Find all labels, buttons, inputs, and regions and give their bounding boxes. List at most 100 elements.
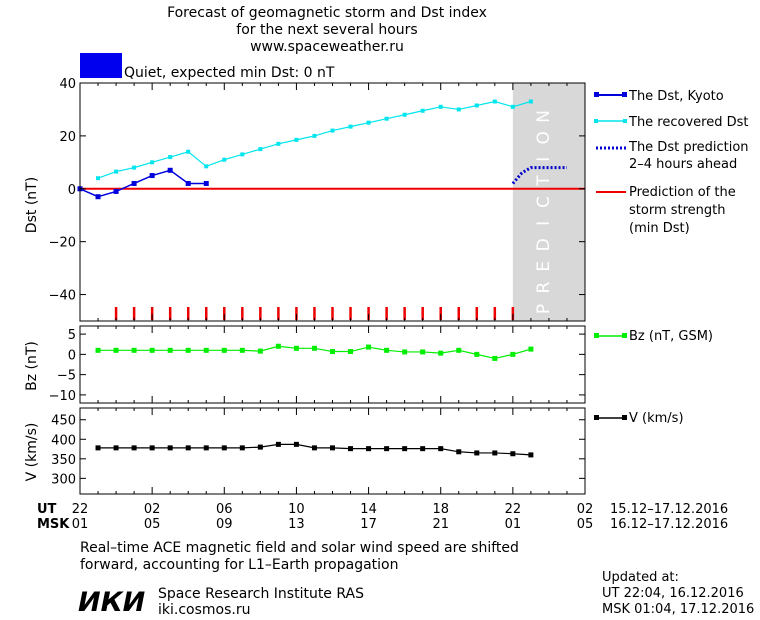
bz-axis-title: Bz (nT) — [24, 341, 40, 391]
v-ytick-label: 450 — [51, 414, 76, 429]
bz-point — [366, 344, 372, 350]
bz-point — [167, 347, 173, 353]
bz-ytick-label: −10 — [49, 389, 76, 404]
status-text: Quiet, expected min Dst: 0 nT — [124, 65, 335, 81]
legend-marker-recovered-1 — [594, 119, 598, 123]
recovered-dst-point — [402, 112, 407, 117]
v-panel-frame — [79, 407, 586, 495]
updated-msk: MSK 01:04, 17.12.2016 — [602, 602, 754, 617]
recovered-dst-point — [168, 155, 173, 160]
recovered-dst-point — [150, 160, 155, 165]
msk-tick-label: 09 — [216, 517, 233, 532]
recovered-dst-point — [420, 108, 425, 113]
ut-row-label: UT — [37, 502, 57, 517]
bz-point — [185, 347, 191, 353]
legend-text-prediction-1: The Dst prediction — [628, 140, 749, 155]
msk-tick-label: 05 — [144, 517, 161, 532]
chart-title-line-3: www.spaceweather.ru — [250, 39, 404, 55]
ut-tick-label: 02 — [577, 502, 594, 517]
v-point — [420, 446, 426, 452]
recovered-dst-point — [438, 104, 443, 109]
dst-kyoto-point — [149, 173, 155, 179]
bz-point — [221, 347, 227, 353]
legend-marker-v-2 — [622, 415, 627, 420]
bz-point — [257, 348, 263, 354]
v-point — [221, 445, 227, 451]
bz-point — [456, 347, 462, 353]
v-point — [528, 452, 534, 458]
recovered-dst-point — [258, 147, 263, 152]
bz-point — [203, 347, 209, 353]
prediction-letter: N — [534, 110, 554, 123]
bz-point — [131, 347, 137, 353]
ut-date-range: 15.12–17.12.2016 — [610, 502, 728, 517]
legend-text-strength-2: storm strength — [629, 203, 726, 218]
v-axis-title: V (km/s) — [24, 423, 40, 482]
v-ytick-label: 350 — [51, 453, 76, 468]
footer-note-line-2: forward, accounting for L1–Earth propaga… — [80, 557, 399, 573]
bz-panel-frame — [79, 325, 586, 404]
msk-tick-label: 01 — [72, 517, 89, 532]
chart-title-line-2: for the next several hours — [236, 22, 417, 38]
bz-point — [474, 351, 480, 357]
bz-point — [330, 349, 335, 355]
recovered-dst-point — [222, 157, 227, 162]
legend-marker-bz-2 — [622, 333, 627, 338]
v-point — [185, 445, 191, 451]
dst-ytick-label: 40 — [59, 77, 76, 92]
recovered-dst-point — [510, 104, 515, 109]
recovered-dst-point — [96, 176, 101, 181]
legend-marker-v-1 — [594, 415, 599, 420]
msk-tick-label: 21 — [432, 517, 449, 532]
legend-text-v: V (km/s) — [629, 411, 684, 426]
dst-kyoto-point — [203, 180, 209, 186]
v-point — [131, 445, 137, 451]
v-point — [366, 446, 372, 452]
time-axis: UT MSK 15.12–17.12.2016 16.12–17.12.2016… — [37, 502, 728, 532]
msk-tick-label: 17 — [360, 517, 377, 532]
ut-tick-label: 06 — [216, 502, 233, 517]
bz-point — [420, 349, 426, 355]
recovered-dst-point — [348, 124, 353, 129]
recovered-dst-point — [528, 99, 533, 104]
v-point — [239, 445, 245, 451]
bz-point — [348, 349, 354, 355]
legend-marker-bz-1 — [594, 333, 599, 338]
v-point — [95, 445, 101, 451]
v-point — [402, 446, 408, 452]
dst-ytick-label: 20 — [59, 130, 76, 145]
bz-point — [311, 345, 317, 351]
recovered-dst-point — [330, 128, 335, 133]
bz-point — [492, 355, 498, 361]
ut-tick-label: 22 — [505, 502, 522, 517]
prediction-letter: C — [534, 196, 554, 208]
recovered-dst-point — [132, 165, 137, 170]
recovered-dst-point — [186, 149, 191, 154]
v-ytick-label: 400 — [51, 433, 76, 448]
ut-tick-label: 18 — [432, 502, 449, 517]
legend-marker-dst-kyoto-2 — [622, 92, 627, 97]
prediction-letter: T — [534, 175, 554, 187]
msk-row-label: MSK — [37, 517, 70, 532]
legend-text-strength-3: (min Dst) — [629, 221, 690, 236]
legend: The Dst, Kyoto The recovered Dst The Dst… — [594, 89, 749, 426]
v-point — [330, 445, 335, 451]
status-color-swatch — [80, 53, 122, 78]
recovered-dst-point — [474, 103, 479, 108]
recovered-dst-point — [294, 137, 299, 142]
prediction-zone-bg — [512, 83, 585, 321]
prediction-letter: P — [534, 304, 554, 314]
ut-tick-label: 02 — [144, 502, 161, 517]
dst-kyoto-point — [95, 194, 101, 200]
dst-prediction-line — [511, 166, 567, 185]
recovered-dst-point — [240, 152, 245, 157]
dst-ytick-label: −40 — [49, 289, 76, 304]
legend-text-bz: Bz (nT, GSM) — [629, 329, 713, 344]
msk-tick-label: 13 — [288, 517, 305, 532]
bz-point — [95, 347, 101, 353]
iki-logo: ИКИ — [78, 587, 146, 618]
ut-tick-label: 10 — [288, 502, 305, 517]
recovered-dst-point — [456, 107, 461, 112]
v-point — [438, 446, 444, 452]
